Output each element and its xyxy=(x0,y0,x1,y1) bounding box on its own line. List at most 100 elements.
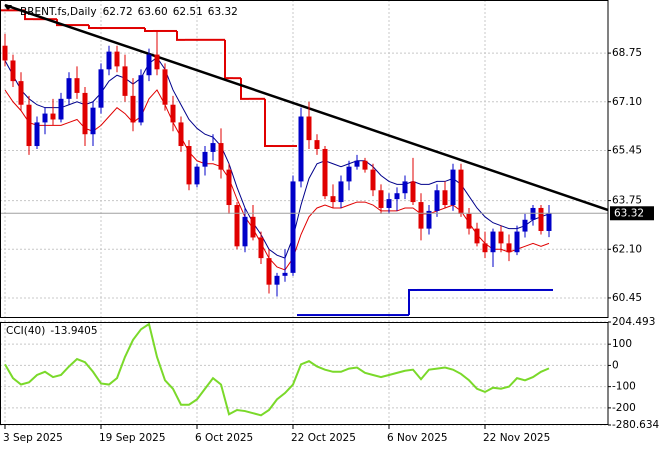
candle-body xyxy=(90,107,96,135)
candle-body xyxy=(538,207,544,231)
y-tick-label: 63.75 xyxy=(612,195,642,207)
candle-body xyxy=(74,78,80,93)
candle-body xyxy=(442,190,448,206)
moving-average xyxy=(4,56,550,259)
candle-body xyxy=(274,275,280,285)
y-tick-label: -100 xyxy=(612,381,636,393)
candle-body xyxy=(418,202,424,229)
candle-body xyxy=(282,272,288,276)
indicator-value: -13.9405 xyxy=(50,325,97,337)
candle-body xyxy=(186,146,192,185)
channel-step xyxy=(88,25,97,30)
candle-body xyxy=(330,196,336,203)
candle-body xyxy=(370,169,376,191)
y-tick-label: 204.493 xyxy=(612,316,655,328)
candle-body xyxy=(530,207,536,220)
candle-body xyxy=(322,148,328,197)
candle-body xyxy=(458,169,464,214)
candle-body xyxy=(50,113,56,120)
candle-body xyxy=(402,181,408,194)
candle-body xyxy=(466,213,472,229)
x-tick-label: 19 Sep 2025 xyxy=(99,432,166,444)
y-tick-label: 60.45 xyxy=(612,292,642,304)
y-tick-label: 67.10 xyxy=(612,96,642,108)
candle-body xyxy=(138,75,144,123)
price-tag xyxy=(610,206,654,221)
candle-body xyxy=(258,237,264,259)
candle-body xyxy=(394,193,400,200)
y-tick-label: 62.10 xyxy=(612,243,642,255)
high-value: 63.60 xyxy=(138,6,168,18)
trend-line xyxy=(4,3,609,212)
x-tick-label: 22 Nov 2025 xyxy=(483,432,550,444)
candle-body xyxy=(218,143,224,170)
candle-body xyxy=(426,210,432,229)
candle-body xyxy=(194,166,200,185)
x-tick-label: 6 Oct 2025 xyxy=(195,432,253,444)
x-tick-label: 3 Sep 2025 xyxy=(3,432,63,444)
y-tick-label: -280.634 xyxy=(612,419,660,431)
candle-body xyxy=(314,140,320,149)
x-tick-label: 22 Oct 2025 xyxy=(291,432,356,444)
candle-body xyxy=(210,143,216,152)
indicator-line xyxy=(4,322,550,417)
open-value: 62.72 xyxy=(103,6,133,18)
candle-body xyxy=(226,169,232,206)
y-tick-label: 65.45 xyxy=(612,144,642,156)
candle-body xyxy=(130,95,136,123)
candle-body xyxy=(26,104,32,147)
candle-body xyxy=(2,45,8,61)
candle-body xyxy=(170,104,176,123)
y-tick-label: 0 xyxy=(612,359,619,371)
symbol: BRENT.fs,Daily xyxy=(20,6,97,18)
candle-body xyxy=(386,199,392,208)
candle-body xyxy=(514,231,520,253)
candle-body xyxy=(178,122,184,147)
candle-body xyxy=(250,216,256,238)
candle-body xyxy=(242,216,248,247)
candle-body xyxy=(362,160,368,170)
candle-body xyxy=(290,181,296,273)
candle-body xyxy=(66,78,72,99)
candle-body xyxy=(114,51,120,67)
candle-body xyxy=(338,181,344,203)
candle-body xyxy=(498,231,504,244)
channel-step xyxy=(144,28,153,32)
candle-body xyxy=(474,228,480,244)
candle-body xyxy=(298,116,304,182)
candle-body xyxy=(58,98,64,120)
candle-body xyxy=(306,116,312,141)
panel-frame xyxy=(0,0,609,318)
y-tick-label: 100 xyxy=(612,338,632,350)
chart-header: BRENT.fs,Daily 62.72 63.60 62.51 63.32 xyxy=(20,6,238,18)
candle-body xyxy=(162,69,168,105)
channel-step xyxy=(176,30,185,41)
indicator-name: CCI(40) xyxy=(6,325,45,337)
candle-body xyxy=(42,113,48,123)
candle-body xyxy=(234,205,240,247)
close-value: 63.32 xyxy=(208,6,238,18)
candle-body xyxy=(82,92,88,135)
low-value: 62.51 xyxy=(173,6,203,18)
x-tick-label: 6 Nov 2025 xyxy=(387,432,448,444)
channel-step xyxy=(408,288,417,316)
candle-body xyxy=(106,51,112,70)
indicator-header: CCI(40) -13.9405 xyxy=(6,325,98,337)
candle-body xyxy=(434,190,440,211)
y-tick-label: -200 xyxy=(612,402,636,414)
candle-body xyxy=(506,243,512,253)
candle-body xyxy=(154,54,160,70)
moving-average xyxy=(4,89,550,271)
candle-body xyxy=(122,66,128,96)
candle-body xyxy=(18,81,24,105)
candle-body xyxy=(266,258,272,285)
price-tag-label: 63.32 xyxy=(614,207,644,219)
channel-step xyxy=(24,10,33,21)
candle-body xyxy=(378,190,384,208)
candle-body xyxy=(354,160,360,167)
channel-step xyxy=(264,98,273,148)
candle-body xyxy=(202,151,208,167)
candle-body xyxy=(34,122,40,147)
